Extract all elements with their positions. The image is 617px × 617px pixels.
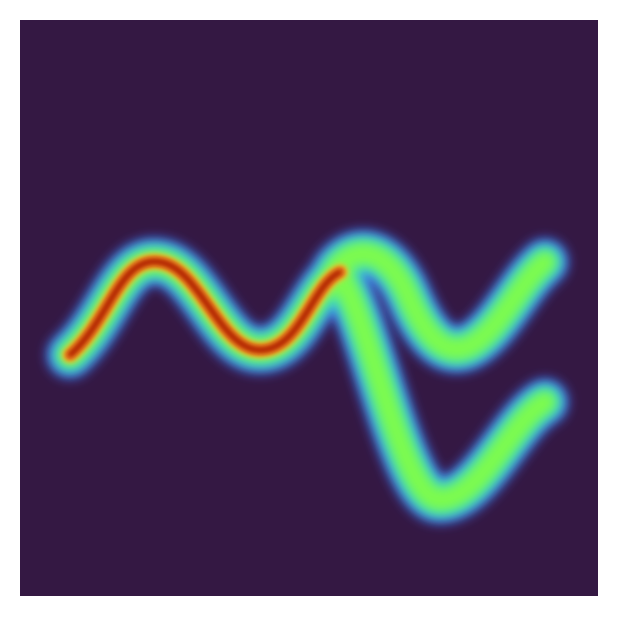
density-band — [327, 263, 558, 513]
density-band — [67, 259, 343, 358]
density-band — [322, 240, 558, 363]
density-layer — [67, 259, 343, 358]
density-field — [47, 230, 568, 523]
